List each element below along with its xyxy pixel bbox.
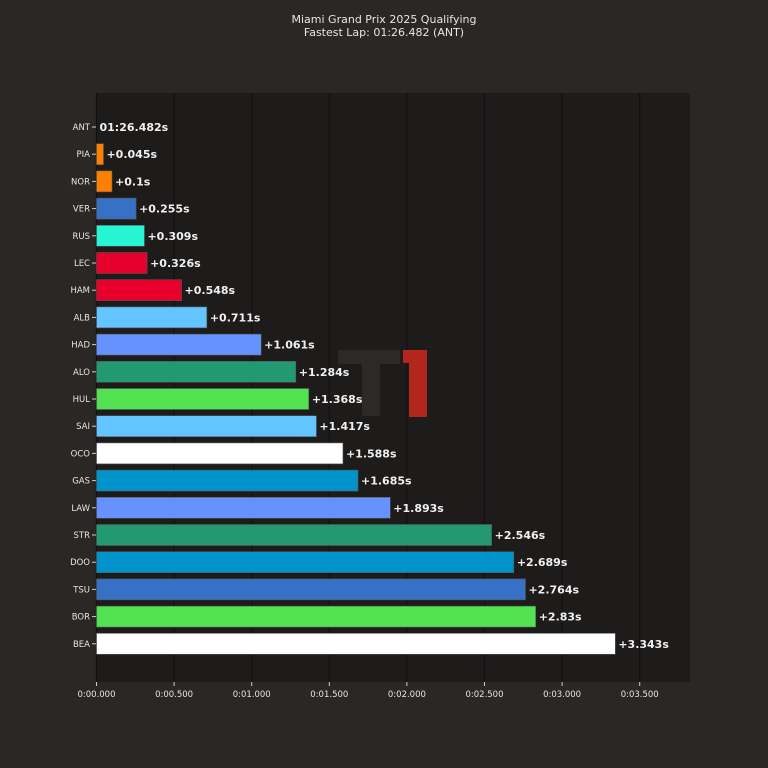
bar-data-label: +1.061s [264, 339, 315, 352]
bar-data-label: +0.711s [210, 311, 261, 324]
chart-subtitle: Fastest Lap: 01:26.482 (ANT) [303, 26, 465, 39]
bar-data-label: +2.764s [528, 583, 579, 596]
chart-title-block: Miami Grand Prix 2025 Qualifying Fastest… [0, 13, 768, 39]
y-tick-label: LEC [74, 259, 90, 269]
y-tick-label: ALO [73, 368, 90, 378]
watermark-logo-accent [409, 350, 427, 417]
bar-data-label: +1.284s [299, 366, 350, 379]
x-tick-label: 0:01.000 [233, 690, 271, 700]
y-tick-label: ALB [74, 313, 91, 323]
bar-data-label: +2.83s [539, 611, 582, 624]
bar-data-label: +2.546s [495, 529, 546, 542]
bar-data-label: +0.326s [150, 257, 201, 270]
bar [96, 415, 317, 438]
bar [96, 578, 526, 601]
bar [96, 632, 616, 655]
bar [96, 170, 113, 193]
bar-data-label: +0.309s [147, 230, 198, 243]
y-tick-label: HAM [70, 286, 90, 296]
y-tick-label: NOR [71, 177, 90, 187]
watermark-logo-bar [338, 350, 400, 364]
y-tick-label: RUS [72, 232, 90, 242]
bar-data-label: +2.689s [517, 556, 568, 569]
y-tick-label: TSU [72, 585, 90, 595]
bar [96, 524, 492, 546]
bar-data-label: +0.045s [106, 148, 157, 161]
y-tick-label: HAD [71, 341, 90, 351]
bar [96, 469, 359, 492]
bar [96, 388, 310, 410]
y-tick-label: GAS [72, 477, 90, 487]
bar-data-label: +1.685s [361, 475, 412, 488]
y-tick-label: HUL [73, 395, 91, 405]
y-tick-label: LAW [71, 504, 90, 514]
y-tick-label: BEA [73, 640, 90, 650]
y-tick-label: BOR [72, 613, 90, 623]
bar [96, 496, 391, 519]
bar [96, 279, 182, 302]
bar [96, 306, 208, 329]
bar-data-label: +0.548s [185, 284, 236, 297]
bar-data-label: +1.893s [393, 502, 444, 515]
bar [96, 442, 344, 465]
bar [96, 197, 137, 220]
x-tick-label: 0:01.500 [310, 690, 348, 700]
bar-data-label: +3.343s [618, 638, 669, 651]
bar-data-label: +0.255s [139, 203, 190, 216]
watermark-logo-stem [362, 364, 380, 416]
y-tick-label: PIA [77, 150, 91, 160]
bar-data-label: 01:26.482s [100, 121, 169, 134]
y-tick-label: VER [73, 205, 90, 215]
y-tick-label: SAI [76, 422, 90, 432]
y-tick-label: OCO [71, 449, 91, 459]
chart-title: Miami Grand Prix 2025 Qualifying [291, 13, 477, 26]
bar [96, 605, 537, 628]
bar-data-label: +1.588s [346, 447, 397, 460]
bar [96, 360, 297, 383]
bar [96, 551, 515, 574]
x-tick-label: 0:03.000 [543, 690, 581, 700]
bar [96, 252, 148, 274]
bar-data-label: +0.1s [115, 175, 151, 188]
x-tick-label: 0:00.000 [77, 690, 115, 700]
bar-data-label: +1.417s [319, 420, 370, 433]
bar [96, 143, 104, 165]
y-tick-label: ANT [73, 123, 91, 133]
bar-data-label: +1.368s [312, 393, 363, 406]
y-tick-label: STR [74, 531, 91, 541]
x-tick-label: 0:02.500 [465, 690, 503, 700]
bar [96, 225, 145, 247]
y-tick-label: DOO [70, 558, 90, 568]
x-tick-label: 0:02.000 [388, 690, 426, 700]
bar [96, 333, 262, 356]
x-tick-label: 0:00.500 [155, 690, 193, 700]
x-tick-label: 0:03.500 [621, 690, 659, 700]
